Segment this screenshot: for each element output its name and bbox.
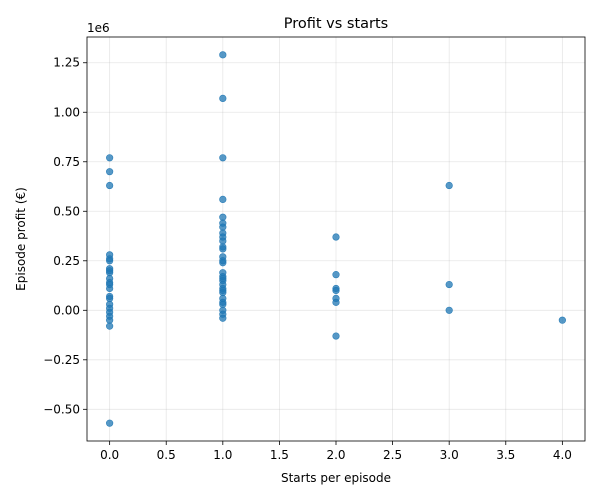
scatter-point [219, 51, 227, 59]
scatter-point [106, 294, 114, 303]
y-axis-ticks: −0.50 −0.25 0.00 0.25 0.50 0.75 1.00 1.25 [43, 56, 87, 416]
scatter-point [219, 300, 227, 308]
x-tick-label: 2.0 [326, 448, 345, 462]
scatter-point [106, 322, 114, 330]
scatter-point [445, 181, 453, 190]
scatter-point [219, 223, 227, 231]
scatter-point [445, 306, 453, 314]
scatter-point [219, 213, 227, 221]
y-tick-label: 0.00 [53, 303, 80, 317]
data-points [106, 51, 566, 427]
x-axis-label: Starts per episode [281, 471, 391, 485]
scatter-point [106, 257, 114, 265]
scatter-point [332, 332, 340, 340]
scatter-point [558, 316, 566, 324]
y-tick-label: 1.25 [53, 56, 80, 70]
x-tick-label: 3.0 [440, 448, 459, 462]
scatter-point [332, 286, 340, 295]
y-tick-label: 1.00 [53, 105, 80, 119]
x-tick-label: 1.5 [270, 448, 289, 462]
scatter-point [106, 168, 114, 176]
x-tick-label: 0.5 [157, 448, 176, 462]
scatter-point [106, 316, 114, 324]
y-tick-label: 0.50 [53, 204, 80, 218]
scatter-point [219, 237, 227, 245]
x-tick-label: 0.0 [100, 448, 119, 462]
scatter-point [219, 259, 227, 267]
scatter-point [332, 233, 340, 241]
y-tick-label: 0.25 [53, 254, 80, 268]
scatter-point [219, 245, 227, 253]
y-tick-label: 0.75 [53, 155, 80, 169]
x-tick-label: 4.0 [553, 448, 572, 462]
scatter-point [219, 154, 227, 162]
scatter-point [219, 314, 227, 322]
scatter-point [332, 298, 340, 306]
chart-title: Profit vs starts [284, 16, 389, 32]
scatter-point [106, 269, 114, 277]
grid-lines [87, 37, 585, 441]
y-offset-label: 1e6 [87, 21, 110, 35]
scatter-point [219, 94, 227, 102]
x-tick-label: 3.5 [496, 448, 515, 462]
scatter-point [106, 284, 114, 293]
scatter-point [219, 288, 227, 297]
y-axis-label: Episode profit (€) [14, 187, 28, 291]
x-tick-label: 1.0 [213, 448, 232, 462]
x-tick-label: 2.5 [383, 448, 402, 462]
scatter-point [445, 280, 453, 289]
y-tick-label: −0.50 [43, 402, 80, 416]
y-tick-label: −0.25 [43, 353, 80, 367]
scatter-point [106, 419, 114, 427]
scatter-point [219, 195, 227, 203]
scatter-point [332, 271, 340, 279]
x-axis-ticks: 0.0 0.5 1.0 1.5 2.0 2.5 3.0 3.5 4.0 [100, 441, 572, 462]
scatter-point [106, 154, 114, 162]
scatter-point [106, 181, 114, 190]
